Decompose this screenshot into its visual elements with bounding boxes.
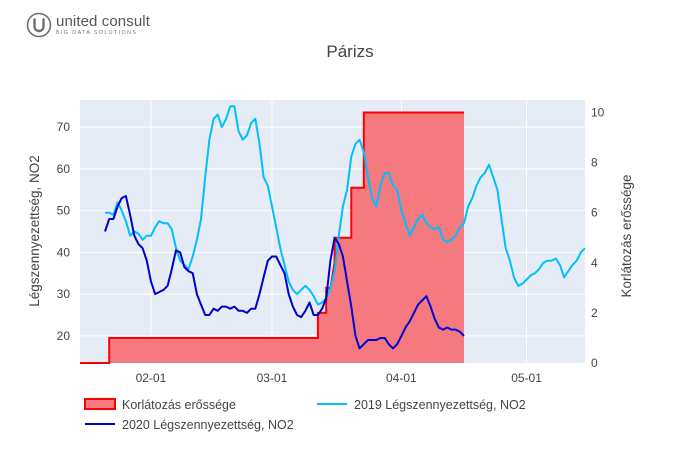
- chart-title: Párizs: [326, 42, 373, 61]
- y-tick-label: 60: [57, 162, 71, 176]
- y2-tick-label: 2: [591, 306, 598, 320]
- legend-label-2019: 2019 Légszennyezettség, NO2: [354, 398, 526, 412]
- x-tick-label: 03-01: [257, 371, 288, 385]
- x-tick-label: 05-01: [511, 371, 542, 385]
- y-tick-label: 30: [57, 287, 71, 301]
- legend-label-2020: 2020 Légszennyezettség, NO2: [122, 418, 294, 432]
- united-consult-logo-icon: [26, 12, 52, 38]
- brand-tagline: BIG DATA SOLUTIONS: [56, 29, 138, 36]
- y-axis-label: Légszennyezettség, NO2: [27, 155, 42, 307]
- y-tick-label: 50: [57, 204, 71, 218]
- brand-name: united consult: [56, 12, 150, 30]
- x-tick-label: 02-01: [136, 371, 167, 385]
- legend-swatch-restriction: [84, 398, 116, 410]
- legend-label-restriction: Korlátozás erőssége: [122, 398, 236, 412]
- y2-tick-label: 6: [591, 206, 598, 220]
- series-layer: [104, 105, 586, 350]
- series-2020-line: [104, 195, 465, 350]
- y-tick-label: 20: [57, 329, 71, 343]
- y-tick-label: 70: [57, 120, 71, 134]
- y2-tick-label: 8: [591, 156, 598, 170]
- ticks-layer: 02-01 03-01 04-01 05-01 20 30 40 50 60 70 0 2 4 6 8 10: [57, 106, 605, 385]
- x-tick-label: 04-01: [386, 371, 417, 385]
- y2-tick-label: 0: [591, 356, 598, 370]
- legend-item-2019[interactable]: 2019 Légszennyezettség, NO2: [317, 398, 526, 412]
- y2-axis-label: Korlátozás erőssége: [619, 174, 634, 297]
- legend-item-2020[interactable]: 2020 Légszennyezettség, NO2: [85, 418, 294, 432]
- brand-logo: united consult BIG DATA SOLUTIONS: [26, 12, 150, 38]
- legend-item-restriction[interactable]: Korlátozás erőssége: [84, 398, 236, 412]
- legend: Korlátozás erőssége 2019 Légszennyezetts…: [84, 398, 526, 432]
- y-tick-label: 40: [57, 245, 71, 259]
- y2-tick-label: 4: [591, 256, 598, 270]
- y2-tick-label: 10: [591, 106, 605, 120]
- series-2019-line: [105, 105, 586, 306]
